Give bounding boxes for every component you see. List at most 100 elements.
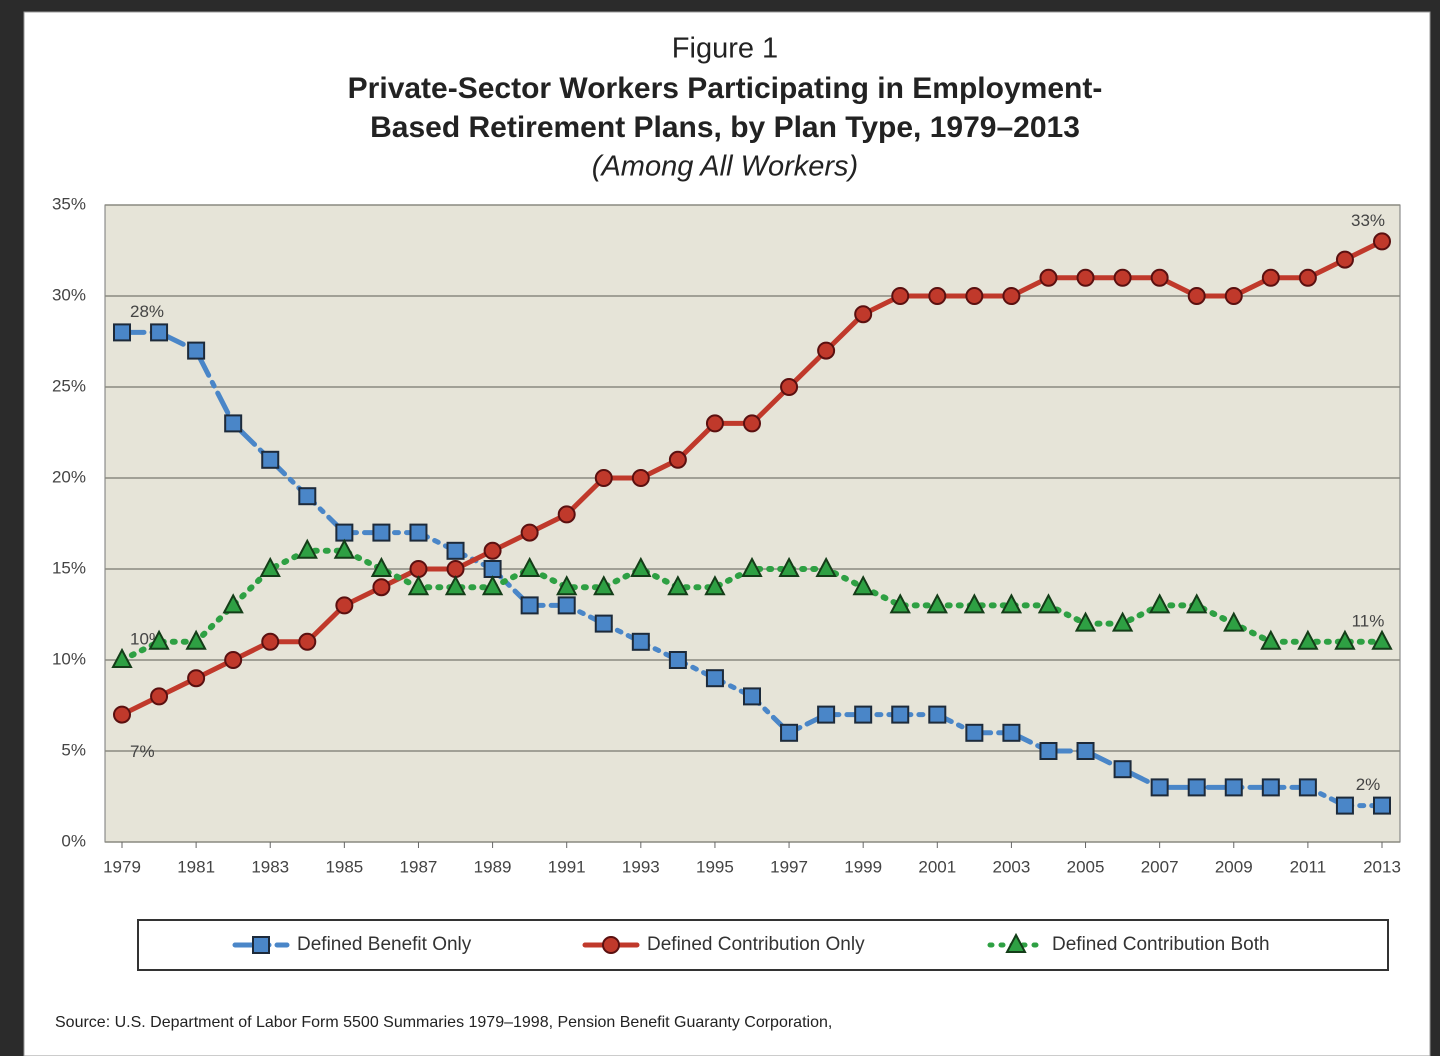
data-point — [817, 341, 836, 360]
data-point — [1037, 593, 1060, 614]
data-point — [483, 560, 502, 578]
legend-marker — [1005, 932, 1027, 953]
data-point — [1260, 629, 1282, 650]
data-point — [891, 705, 910, 724]
data-point — [1334, 629, 1356, 650]
data-point — [1148, 593, 1171, 614]
data-point — [259, 556, 281, 577]
data-point — [409, 560, 428, 578]
data-point — [965, 287, 984, 305]
data-point — [741, 556, 763, 577]
data-point — [148, 629, 170, 650]
data-point — [407, 575, 430, 596]
data-point — [778, 556, 800, 577]
value-label: 7% — [130, 742, 155, 761]
x-tick-label: 1997 — [770, 857, 808, 876]
data-point — [335, 523, 354, 542]
legend-marker — [252, 936, 270, 954]
x-tick-label: 2013 — [1363, 857, 1401, 876]
data-point — [335, 596, 354, 615]
data-point — [889, 593, 911, 614]
data-point — [1224, 778, 1243, 797]
data-point — [224, 414, 243, 433]
data-point — [1373, 796, 1391, 815]
data-point — [1113, 268, 1132, 287]
data-point — [222, 593, 244, 614]
data-point — [891, 287, 910, 305]
x-tick-label: 1979 — [103, 857, 141, 876]
data-point — [1371, 629, 1393, 650]
data-point — [1261, 268, 1280, 287]
data-point — [520, 596, 539, 615]
x-tick-label: 1983 — [251, 857, 289, 876]
data-point — [520, 523, 539, 542]
data-point — [630, 556, 652, 577]
legend-label: Defined Contribution Both — [1052, 934, 1270, 955]
data-point — [1074, 611, 1097, 632]
data-point — [780, 378, 799, 396]
legend-marker — [602, 936, 620, 954]
y-tick-label: 30% — [52, 285, 86, 304]
data-point — [370, 556, 393, 577]
data-point — [668, 450, 687, 469]
data-point — [854, 305, 873, 324]
data-point — [556, 575, 578, 596]
data-point — [483, 541, 502, 560]
data-point — [1335, 796, 1354, 815]
data-point — [224, 651, 243, 669]
data-point — [780, 723, 799, 742]
data-point — [704, 575, 726, 596]
legend-label: Defined Benefit Only — [297, 934, 472, 955]
data-point — [1298, 778, 1317, 797]
data-point — [817, 705, 836, 724]
data-point — [111, 647, 133, 668]
value-label: 11% — [1352, 611, 1385, 630]
value-label: 2% — [1356, 775, 1381, 794]
data-point — [557, 505, 576, 524]
data-point — [298, 487, 317, 506]
figure-label: Figure 1 — [672, 33, 778, 65]
data-point — [409, 523, 428, 542]
plot-area — [104, 204, 1401, 843]
data-point — [372, 578, 391, 597]
data-point — [1002, 723, 1021, 742]
data-point — [1335, 250, 1354, 269]
chart-title: Private-Sector Workers Participating in … — [348, 72, 1103, 144]
data-point — [631, 469, 650, 487]
data-point — [1187, 287, 1206, 305]
data-point — [372, 523, 391, 542]
data-point — [963, 593, 986, 614]
data-point — [705, 669, 724, 688]
data-point — [150, 323, 169, 342]
x-tick-label: 1987 — [400, 857, 438, 876]
chart-subtitle: (Among All Workers) — [592, 151, 858, 183]
data-point — [1186, 593, 1208, 614]
data-point — [743, 687, 761, 706]
y-tick-label: 10% — [52, 649, 86, 668]
data-point — [1187, 778, 1206, 797]
x-tick-label: 2003 — [992, 857, 1030, 876]
data-point — [1076, 742, 1095, 760]
data-point — [1039, 268, 1058, 287]
x-tick-label: 1989 — [474, 857, 512, 876]
x-tick-label: 2009 — [1215, 857, 1253, 876]
legend-box — [137, 919, 1389, 971]
data-point — [1297, 629, 1319, 650]
y-tick-label: 5% — [61, 740, 86, 759]
data-point — [187, 669, 206, 688]
data-point — [815, 556, 837, 577]
data-point — [113, 323, 131, 342]
data-point — [926, 593, 948, 614]
data-point — [1002, 287, 1021, 305]
data-point — [187, 341, 206, 360]
x-tick-label: 1985 — [325, 857, 363, 876]
data-point — [1039, 742, 1058, 760]
x-tick-label: 2005 — [1067, 857, 1105, 876]
data-point — [1223, 611, 1245, 632]
y-tick-label: 20% — [52, 467, 86, 486]
source-note: Source: U.S. Department of Labor Form 55… — [55, 1014, 832, 1031]
data-point — [298, 632, 317, 651]
data-point — [446, 560, 465, 578]
data-point — [593, 575, 615, 596]
data-point — [1000, 593, 1023, 614]
